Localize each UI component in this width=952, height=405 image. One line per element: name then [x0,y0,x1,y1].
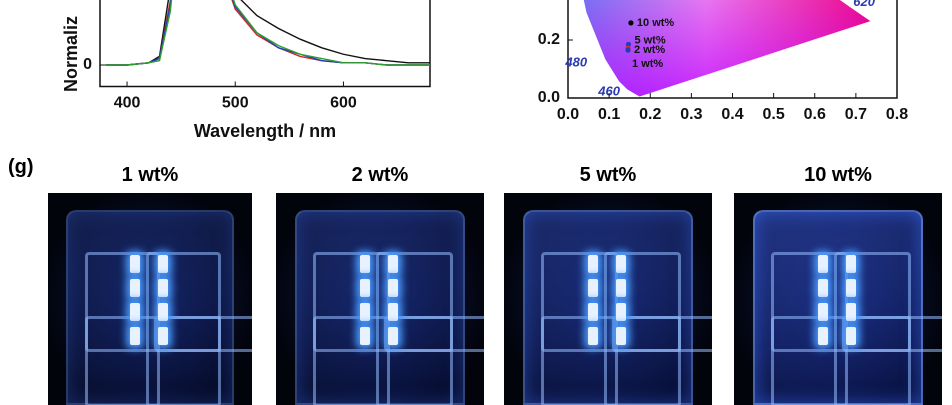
x-tick-label: 0.2 [639,106,661,123]
device-photo [504,193,712,405]
led-pixel [360,303,370,321]
led-pixel [818,279,828,297]
device-photo [734,193,942,405]
electrode-trace [384,315,484,352]
led-pixel [388,327,398,345]
x-tick-label: 600 [330,95,357,112]
led-pixel [158,327,168,345]
led-pixel [818,255,828,273]
curves [105,0,430,66]
x-tick-label: 400 [114,95,141,112]
x-tick-label: 0.1 [598,106,620,123]
electrode-trace [154,315,252,352]
led-pixel [588,327,598,345]
device-glass [66,209,234,405]
y-axis-label: Normaliz [61,16,81,92]
electrode-trace [842,315,942,352]
photo-label: 5 wt% [579,164,637,186]
led-pixel [388,303,398,321]
led-pixel [616,303,626,321]
device-glass [752,209,924,405]
y-tick-label: 0 [83,56,92,73]
led-pixel [588,303,598,321]
led-pixel [588,255,598,273]
spectrum-line [105,0,430,66]
spectrum-line [105,0,430,66]
point-label: 2 wt% [634,44,665,56]
spectrum-chart: Normaliz Wavelength / nm 400 500 600 0 [61,0,431,141]
spectrum-line [105,0,430,66]
x-tick-label: 0.7 [845,106,867,123]
locus-label: 620 [853,0,875,9]
led-pixel [130,279,140,297]
led-pixel [818,327,828,345]
led-pixel [616,327,626,345]
led-pixel [158,255,168,273]
x-tick-label: 500 [222,95,249,112]
led-pixel [360,279,370,297]
led-pixel [818,303,828,321]
led-pixel [158,303,168,321]
point-label: 1 wt% [632,58,663,70]
plot-frame [99,0,431,88]
led-pixel [388,279,398,297]
led-pixel [158,279,168,297]
cie-point [625,47,631,53]
gamut-shade [583,0,871,97]
x-tick-label: 0.4 [721,106,743,123]
led-pixel [588,279,598,297]
x-tick-label: 0.5 [763,106,785,123]
led-pixel [846,327,856,345]
led-pixel [130,303,140,321]
x-tick-label: 0.3 [680,106,702,123]
locus-label: 460 [597,84,620,99]
led-pixel [360,255,370,273]
point-label: 10 wt% [637,17,675,29]
x-tick-label: 0.0 [557,106,579,123]
photo-label: 10 wt% [804,164,872,186]
point-label: 5 wt% [634,34,665,46]
cie-point [625,41,632,47]
x-axis-label: Wavelength / nm [194,121,336,141]
electrode-trace [771,315,911,352]
locus-label: 480 [564,55,587,70]
device-photo [276,193,484,405]
electrode-trace [313,315,453,352]
x-tick-label: 0.6 [804,106,826,123]
x-tick-label: 0.8 [886,106,908,123]
led-pixel [616,255,626,273]
spectrum-line [105,0,430,66]
electrode-trace [541,315,681,352]
y-tick-label: 0.0 [538,89,560,106]
electrode-trace [84,315,222,352]
photo-label: 2 wt% [351,164,409,186]
device-glass [522,209,694,405]
led-pixel [388,255,398,273]
led-pixel [360,327,370,345]
photo-label: 1 wt% [121,164,179,186]
device-photo [48,193,252,405]
led-pixel [616,279,626,297]
led-pixel [130,255,140,273]
device-glass [294,209,466,405]
led-pixel [846,279,856,297]
led-pixel [846,303,856,321]
led-pixel [846,255,856,273]
electrode-trace [612,315,712,352]
y-tick-label: 0.2 [538,31,560,48]
cie-point [628,20,634,26]
panel-label: (g) [8,156,34,178]
led-pixel [130,327,140,345]
